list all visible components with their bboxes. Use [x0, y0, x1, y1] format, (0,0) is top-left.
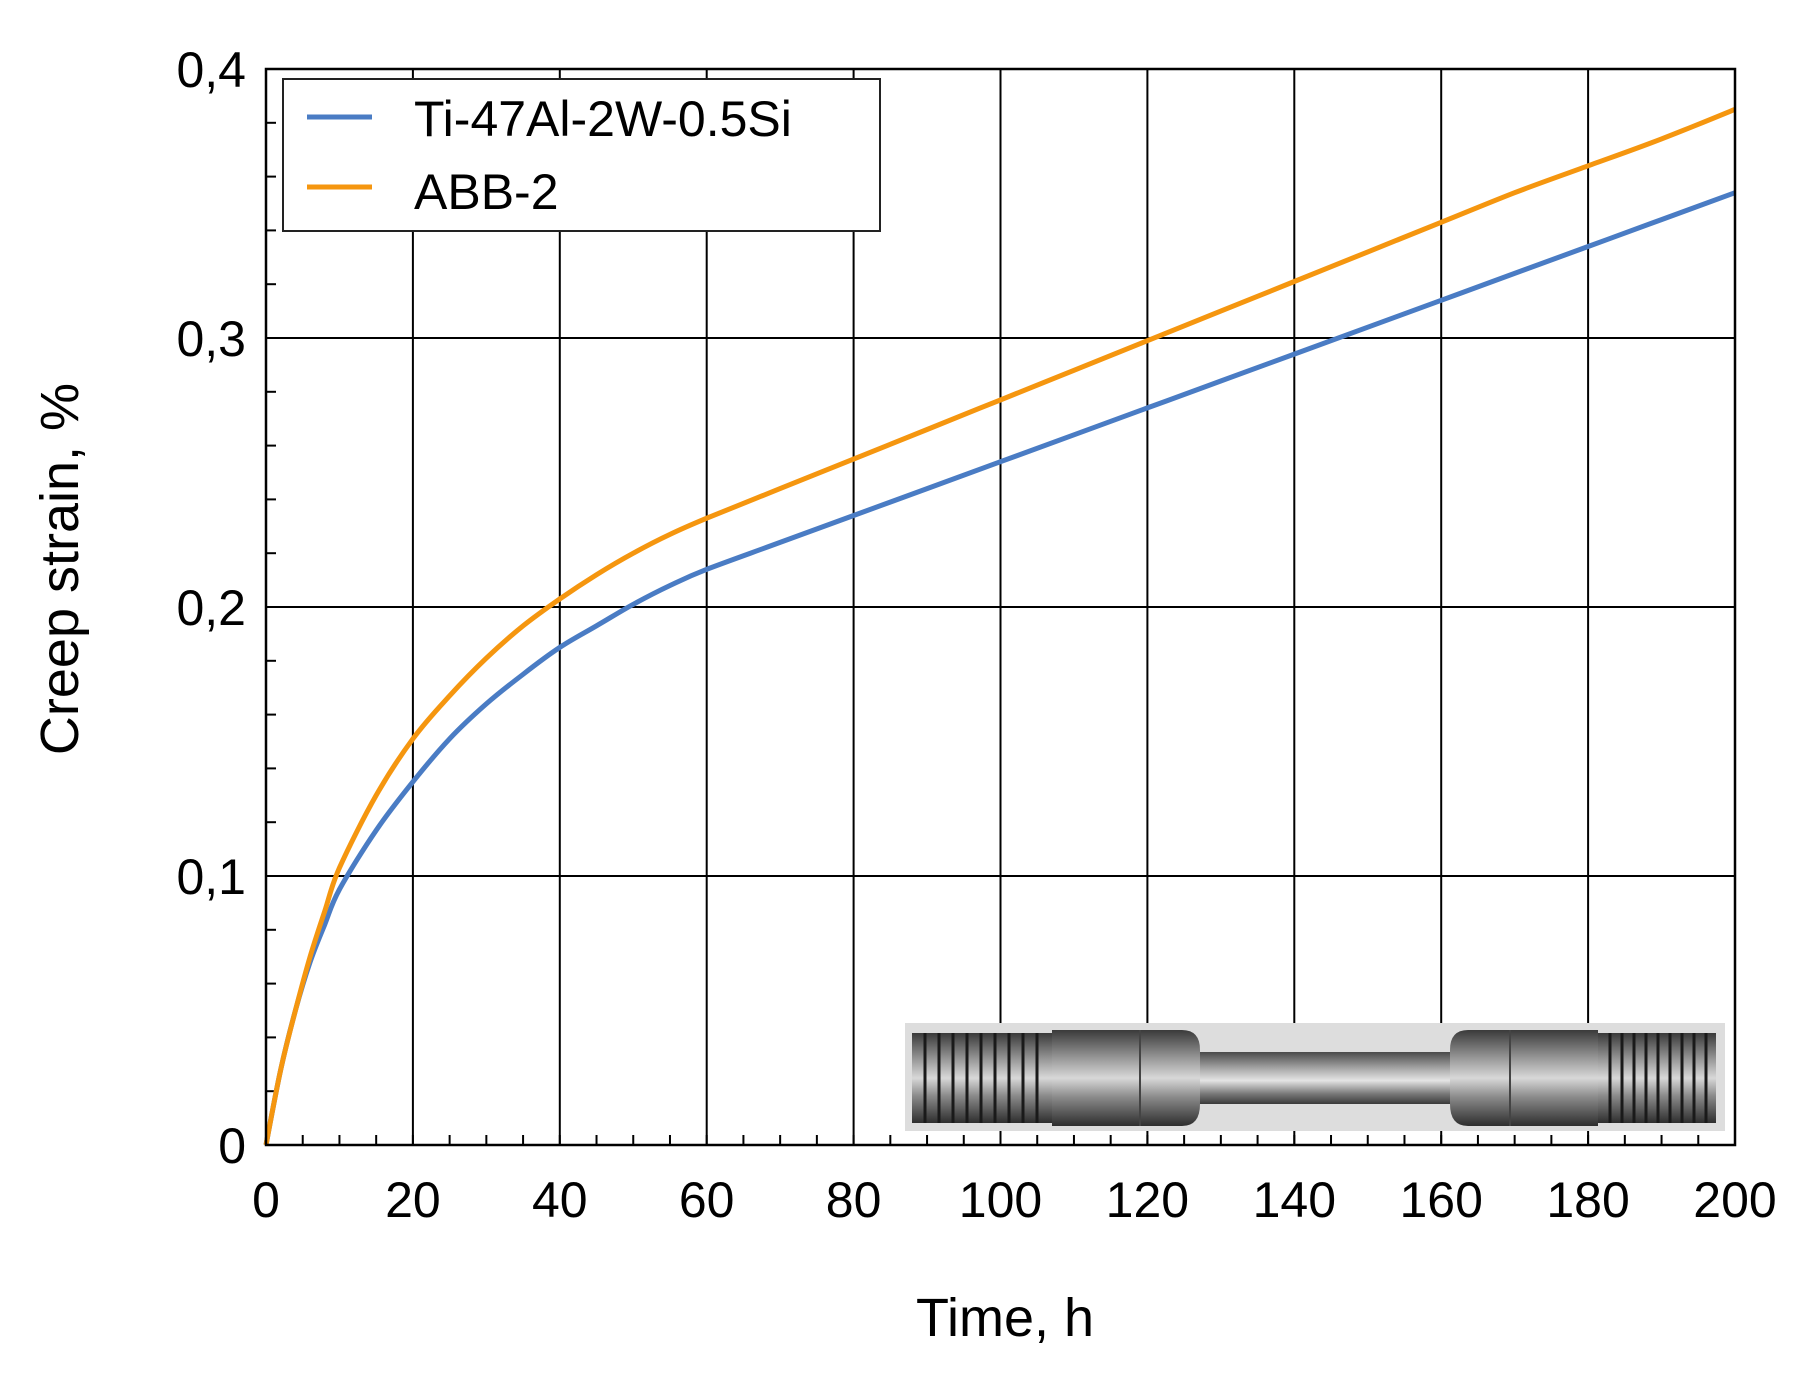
series-line-0 — [263, 190, 1736, 1146]
x-tick-label: 0 — [252, 1172, 280, 1228]
x-tick-label: 180 — [1546, 1172, 1629, 1228]
y-tick-label: 0,3 — [176, 311, 246, 367]
y-tick-label: 0,2 — [176, 580, 246, 636]
x-tick-label: 140 — [1253, 1172, 1336, 1228]
specimen-photo-inset — [905, 1023, 1725, 1131]
x-tick-label: 80 — [826, 1172, 882, 1228]
x-tick-label: 20 — [385, 1172, 441, 1228]
x-axis-title: Time, h — [916, 1288, 1094, 1348]
left-thread-ridges — [923, 1033, 1039, 1123]
plot-frame — [264, 67, 1737, 1147]
y-tick-labels: 0 0,1 0,2 0,3 0,4 — [176, 42, 246, 1174]
minor-ticks — [265, 68, 1736, 1146]
plot-area — [263, 67, 1737, 1147]
x-tick-label: 120 — [1106, 1172, 1189, 1228]
x-tick-labels: 0 20 40 60 80 100 120 140 160 180 200 — [252, 1172, 1777, 1228]
legend-box — [282, 78, 881, 232]
y-axis-title: Creep strain, % — [30, 383, 90, 755]
legend: Ti-47Al-2W-0.5Si ABB-2 — [282, 78, 881, 232]
series-line-1 — [263, 106, 1736, 1146]
x-tick-label: 40 — [532, 1172, 588, 1228]
x-tick-label: 60 — [679, 1172, 735, 1228]
series-layer — [263, 106, 1736, 1146]
x-tick-label: 160 — [1399, 1172, 1482, 1228]
x-tick-label: 100 — [959, 1172, 1042, 1228]
legend-label-ti47al: Ti-47Al-2W-0.5Si — [414, 91, 792, 147]
x-tick-label: 200 — [1693, 1172, 1776, 1228]
legend-label-abb2: ABB-2 — [414, 164, 559, 220]
y-tick-label: 0,1 — [176, 849, 246, 905]
y-tick-label: 0 — [218, 1118, 246, 1174]
y-tick-label: 0,4 — [176, 42, 246, 98]
right-thread-ridges — [1608, 1033, 1708, 1123]
